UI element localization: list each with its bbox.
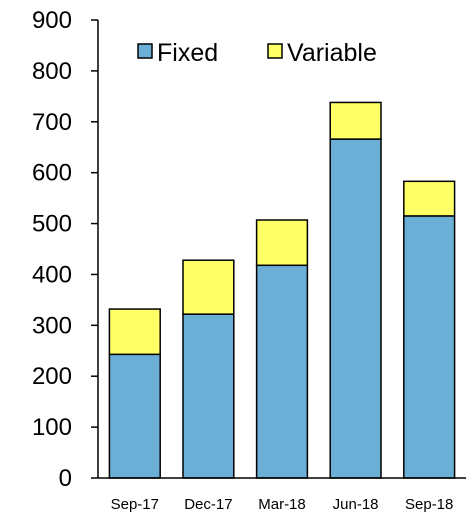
bar-segment-fixed-mar-18 (255, 264, 309, 479)
legend-label-fixed: Fixed (157, 39, 218, 67)
x-axis: Sep-17 Dec-17 Mar-18 Jun-18 Sep-18 (98, 477, 466, 513)
y-tick-label: 800 (32, 58, 72, 85)
legend-swatch-fixed (137, 43, 153, 59)
y-tick-label: 100 (32, 414, 72, 441)
legend: Fixed Variable (137, 39, 377, 67)
y-tick-label: 0 (59, 465, 72, 492)
x-tick-label: Dec-17 (184, 496, 232, 513)
legend-swatch-variable (267, 43, 283, 59)
x-tick-label: Sep-17 (111, 496, 159, 513)
x-tick-label: Jun-18 (333, 496, 379, 513)
bar-segment-fixed-jun-18 (329, 138, 382, 479)
y-tick-label: 500 (32, 211, 72, 238)
bar-segment-variable-sep-18 (403, 180, 456, 217)
y-tick-label: 300 (32, 312, 72, 339)
bar-segment-variable-mar-18 (255, 219, 309, 267)
x-tick-label: Mar-18 (258, 496, 306, 513)
bar-segment-variable-dec-17 (182, 259, 235, 315)
legend-label-variable: Variable (287, 39, 377, 67)
y-tick-label: 900 (32, 7, 72, 34)
y-tick-label: 200 (32, 363, 72, 390)
y-axis: 0 100 200 300 400 500 600 700 800 900 (32, 7, 99, 492)
y-tick-label: 400 (32, 261, 72, 288)
x-tick-label: Sep-18 (405, 496, 453, 513)
bars (108, 101, 456, 479)
y-tick-label: 600 (32, 160, 72, 187)
y-tick-label: 700 (32, 109, 72, 136)
bar-segment-fixed-dec-17 (182, 313, 235, 479)
bar-segment-variable-jun-18 (329, 101, 382, 140)
bar-segment-fixed-sep-18 (403, 215, 456, 479)
bar-segment-fixed-sep-17 (108, 353, 161, 479)
bar-segment-variable-sep-17 (108, 308, 161, 356)
